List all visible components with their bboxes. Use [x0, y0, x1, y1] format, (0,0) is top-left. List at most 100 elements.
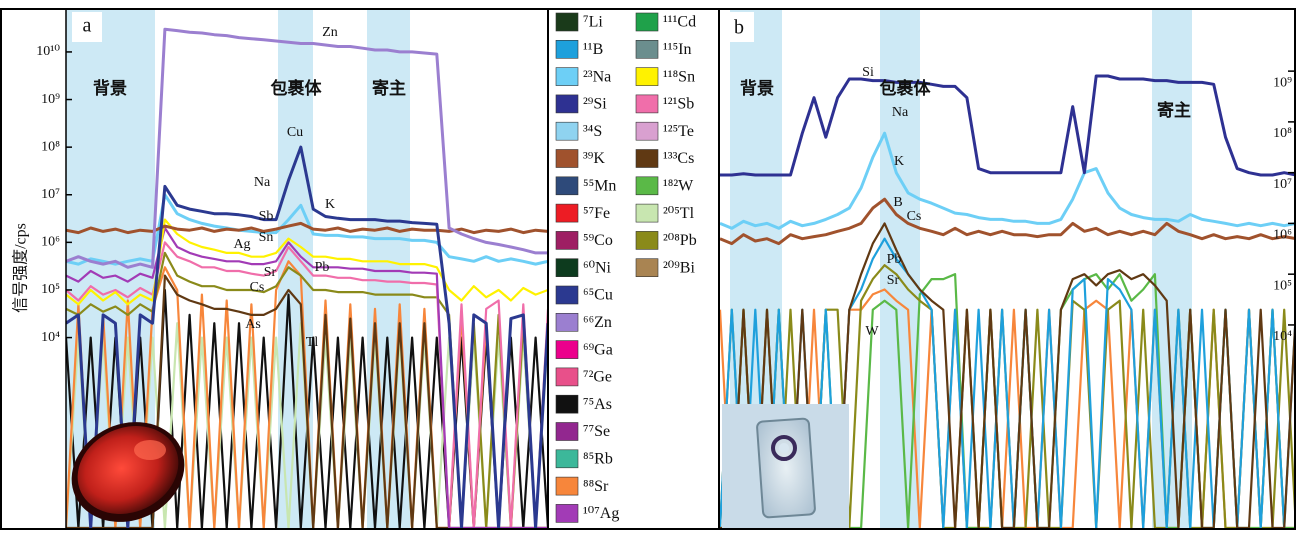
y-tick-label: 10⁵	[1273, 278, 1292, 293]
series-line	[66, 221, 548, 235]
region-label: 寄主	[1157, 100, 1191, 120]
y-tick-label: 10¹⁰	[36, 44, 60, 59]
series-annotation: B	[893, 195, 902, 210]
y-tick-label: 10⁷	[1273, 177, 1292, 192]
series-line	[720, 74, 1296, 177]
y-tick-label: 10⁸	[41, 139, 60, 154]
inset-image-b	[722, 404, 849, 528]
legend-label: ²⁰⁹Bi	[663, 259, 695, 276]
legend-label: ¹²¹Sb	[663, 96, 694, 113]
legend-swatch	[635, 149, 659, 168]
legend-swatch	[555, 149, 579, 168]
series-line	[66, 193, 548, 266]
legend-label: ⁷⁵As	[583, 396, 612, 413]
y-tick-label: 10⁵	[41, 282, 60, 297]
legend-label: ⁸⁸Sr	[583, 478, 609, 495]
series-annotation: Sb	[259, 209, 274, 224]
legend-label: ³⁴S	[583, 123, 602, 140]
region-label: 背景	[740, 78, 774, 98]
legend-label: ¹³³Cs	[663, 150, 694, 167]
series-line	[66, 27, 548, 269]
legend-swatch	[555, 449, 579, 469]
series-annotation: Na	[892, 105, 909, 120]
panel-label: a	[83, 15, 92, 37]
legend-label: ¹⁰⁷Ag	[583, 505, 619, 522]
panel-label: b	[734, 17, 744, 39]
legend-label: ⁶⁰Ni	[583, 259, 612, 276]
legend-swatch	[555, 12, 579, 32]
legend-label: ⁵⁹Co	[583, 232, 613, 249]
legend-label: ¹¹B	[583, 41, 603, 58]
legend-swatch	[555, 231, 579, 250]
legend-swatch	[555, 312, 579, 332]
legend-swatch	[555, 203, 579, 223]
legend-label: ⁷²Ge	[583, 369, 612, 386]
y-tick-label: 10⁹	[1273, 75, 1292, 90]
series-line	[720, 222, 1296, 528]
series-line	[66, 274, 548, 528]
series-annotation: Sr	[887, 273, 900, 288]
series-line	[720, 197, 1296, 246]
panel-label-box	[72, 12, 102, 42]
legend-swatch	[555, 422, 579, 441]
figure-frame	[0, 8, 1296, 530]
legend-swatch	[555, 121, 579, 141]
legend-label: ³⁹K	[583, 150, 605, 167]
series-line	[720, 131, 1296, 230]
legend-swatch	[635, 94, 659, 114]
legend-label: ¹¹⁸Sn	[663, 68, 695, 85]
legend-label: ¹⁸²W	[663, 177, 694, 194]
series-annotation: Tl	[306, 335, 319, 350]
series-annotation: Na	[254, 175, 271, 190]
region-label: 背景	[93, 78, 127, 98]
legend-label: ⁷⁷Se	[583, 423, 610, 440]
legend-label: ¹²⁵Te	[663, 123, 694, 140]
region-label: 寄主	[372, 78, 406, 98]
series-annotation: Si	[862, 65, 874, 80]
legend-swatch	[555, 394, 579, 414]
y-tick-label: 10⁶	[1273, 228, 1292, 243]
legend-swatch	[635, 203, 659, 223]
series-annotation: Sr	[264, 265, 277, 280]
series-annotation: Zn	[322, 25, 338, 40]
series-annotation: Ag	[233, 237, 250, 252]
y-tick-label: 10⁸	[1273, 126, 1292, 141]
legend-swatch	[555, 504, 579, 523]
legend-label: ²⁹Si	[583, 96, 607, 113]
series-annotation: Sn	[259, 230, 274, 245]
legend-label: ⁸⁵Rb	[583, 450, 613, 467]
series-annotation: Cs	[907, 209, 922, 224]
series-annotation: K	[325, 197, 335, 212]
series-annotation: As	[245, 317, 261, 332]
legend-swatch	[635, 12, 659, 32]
region-label: 包裹体	[880, 78, 932, 98]
region-label: 包裹体	[271, 78, 323, 98]
y-axis-label: 信号强度/cps	[12, 223, 30, 313]
legend-swatch	[555, 367, 579, 387]
legend-swatch	[555, 67, 579, 86]
series-annotation: K	[894, 154, 904, 169]
legend-swatch	[555, 476, 579, 496]
series-annotation: Cu	[287, 125, 303, 140]
legend-swatch	[555, 94, 579, 114]
y-tick-label: 10⁴	[41, 330, 60, 345]
legend-label: ⁵⁷Fe	[583, 205, 610, 222]
background-layer	[66, 10, 1192, 528]
y-tick-label: 10⁴	[1273, 329, 1292, 344]
region-band	[367, 10, 410, 528]
legend-label: ¹¹⁵In	[663, 41, 692, 58]
legend-swatch	[635, 231, 659, 250]
legend-swatch	[635, 39, 659, 59]
y-tick-label: 10⁶	[41, 235, 60, 250]
series-line	[66, 145, 548, 528]
legend-swatch	[635, 176, 659, 196]
legend-swatch	[555, 285, 579, 305]
legend-swatch	[555, 340, 579, 359]
series-line	[66, 218, 548, 306]
legend-label: ⁷Li	[583, 14, 603, 31]
overlay-layer: a b 信号强度/cps 背景 包裹体 寄主10⁴10⁵10⁶10⁷10⁸10⁹10…	[0, 8, 1296, 530]
series-annotation: W	[865, 324, 879, 339]
legend-label: ²⁰⁵Tl	[663, 205, 695, 222]
legend-label: ⁶⁶Zn	[583, 314, 612, 331]
